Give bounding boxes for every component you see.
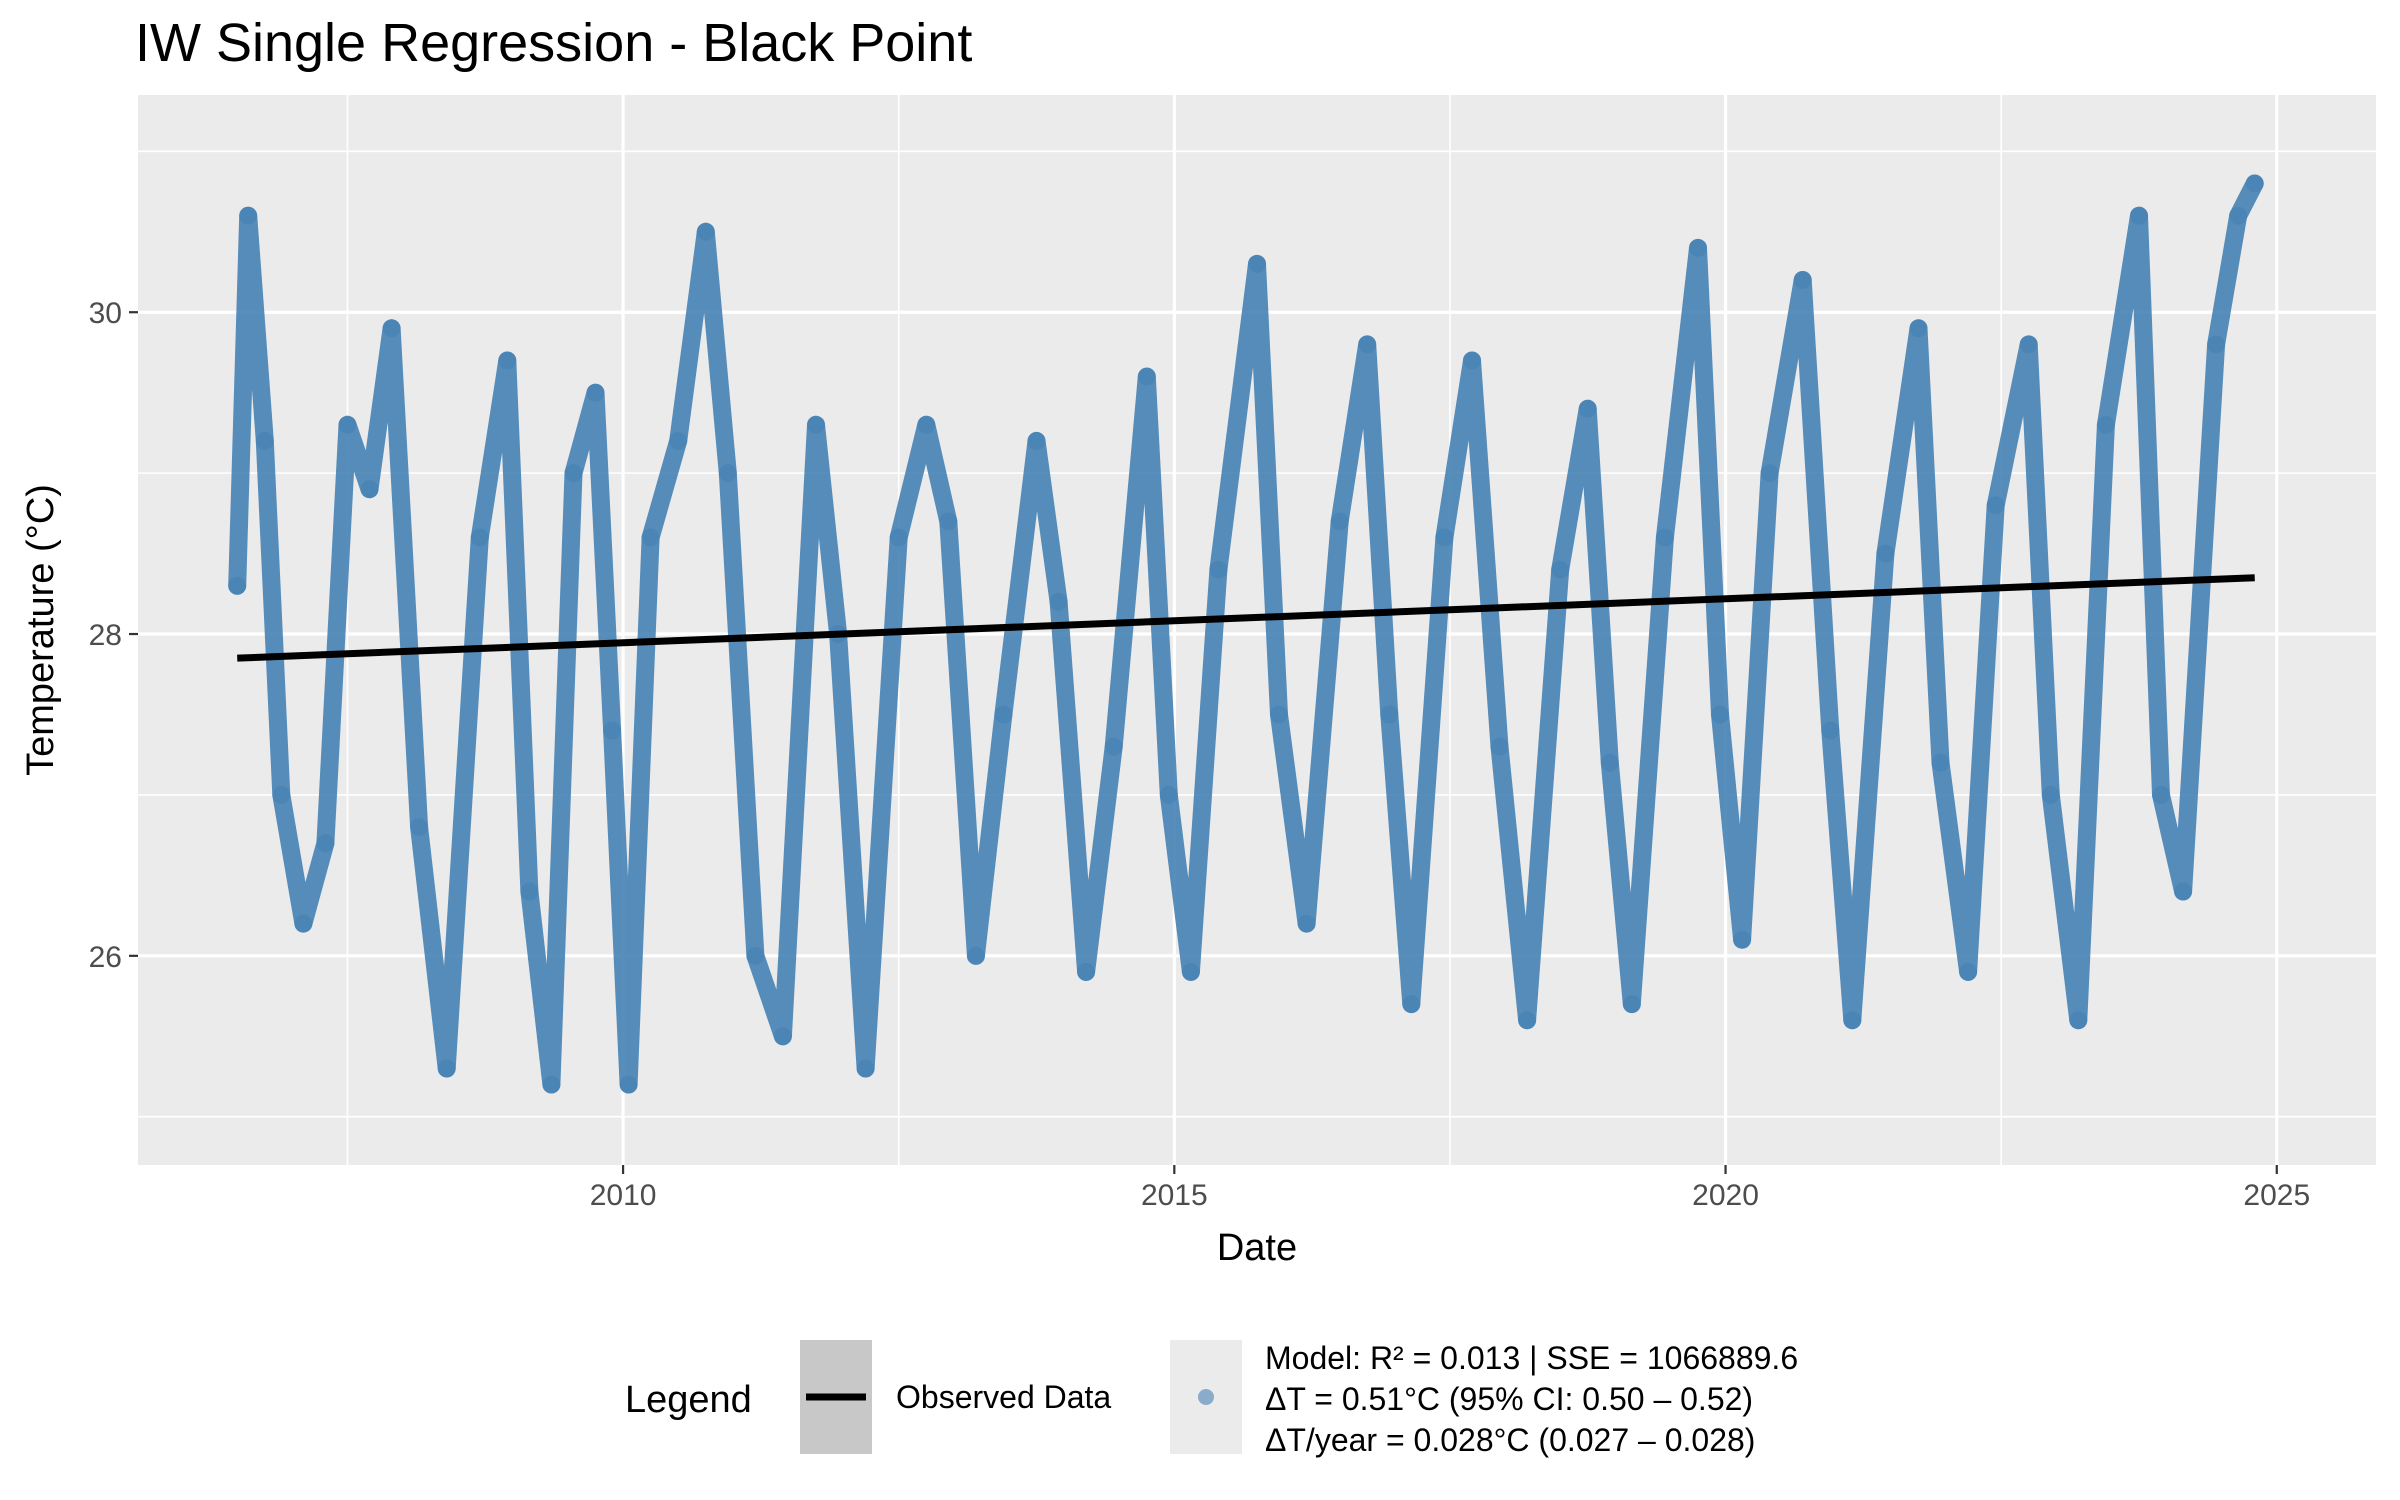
legend-label-observed: Observed Data	[896, 1379, 1111, 1415]
legend: Legend Observed Data Model: R² = 0.013 |…	[625, 1340, 1798, 1458]
x-tick-label: 2020	[1692, 1179, 1759, 1212]
x-axis-ticks: 2010 2015 2020 2025	[590, 1165, 2310, 1212]
legend-model-line-2: ΔT = 0.51°C (95% CI: 0.50 – 0.52)	[1265, 1381, 1753, 1417]
y-axis-label: Temperature (°C)	[20, 484, 62, 776]
regression-line-layer	[237, 574, 2255, 662]
regression-line	[237, 574, 2255, 662]
legend-model-line-3: ΔT/year = 0.028°C (0.027 – 0.028)	[1265, 1422, 1755, 1458]
y-tick-label: 26	[89, 941, 122, 974]
x-tick-label: 2025	[2243, 1179, 2310, 1212]
y-tick-label: 28	[89, 619, 122, 652]
y-tick-label: 30	[89, 297, 122, 330]
x-axis-label: Date	[1217, 1227, 1297, 1269]
legend-title: Legend	[625, 1379, 752, 1421]
legend-model-line-1: Model: R² = 0.013 | SSE = 1066889.6	[1265, 1340, 1798, 1376]
chart-title: IW Single Regression - Black Point	[135, 13, 972, 73]
x-tick-label: 2010	[590, 1179, 657, 1212]
legend-key-point	[1198, 1389, 1214, 1405]
observed-data-trace	[228, 174, 2264, 1094]
observed-data-points	[228, 174, 2264, 1094]
x-tick-label: 2015	[1141, 1179, 1208, 1212]
y-axis-ticks: 26 28 30	[89, 297, 138, 974]
